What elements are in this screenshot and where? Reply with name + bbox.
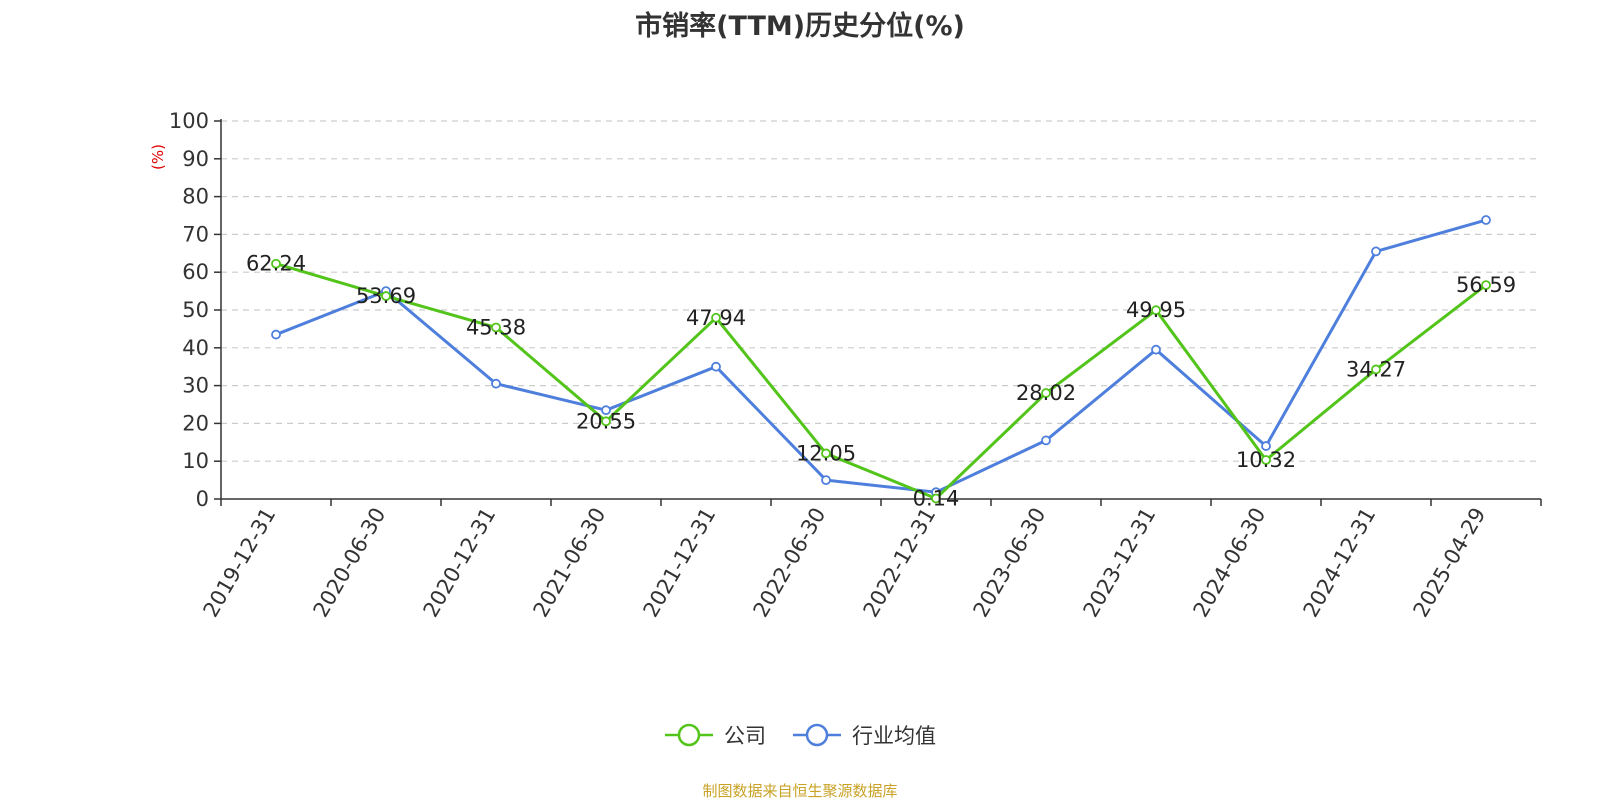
legend: 公司 行业均值 [0, 720, 1600, 750]
data-point [931, 493, 941, 504]
y-tick-label: 20 [182, 411, 209, 435]
x-tick-label: 2024-12-31 [1299, 504, 1381, 622]
axes: 0 10 20 30 40 50 60 70 80 90 100(%) 2019-12-31 2020-… [149, 109, 1542, 622]
data-point [491, 322, 501, 333]
x-tick-label: 2022-06-30 [749, 504, 831, 622]
series-line [275, 262, 1487, 500]
data-label: 28.02 [1016, 381, 1076, 405]
data-point [711, 361, 721, 372]
x-tick-label: 2023-06-30 [969, 504, 1051, 622]
x-tick-label: 2025-04-29 [1409, 504, 1491, 622]
y-tick-label: 70 [182, 222, 209, 246]
data-label: 53.69 [356, 284, 416, 308]
x-tick-label: 2020-12-31 [419, 504, 501, 622]
data-point [1261, 441, 1271, 451]
legend-label: 行业均值 [852, 724, 936, 748]
data-labels: 62.24 53.69 45.38 20.55 47.94 12.05 0.14 28.02 4… [246, 252, 1516, 511]
series-layer [271, 215, 1491, 504]
data-point [1481, 215, 1491, 225]
data-point [1481, 280, 1491, 290]
data-point [1371, 364, 1381, 375]
data-label: 0.14 [913, 486, 960, 510]
legend-label: 公司 [724, 724, 766, 748]
x-tick-label: 2020-06-30 [309, 504, 391, 622]
data-label: 45.38 [466, 315, 526, 339]
data-label: 34.27 [1346, 357, 1406, 381]
x-tick-label: 2023-12-31 [1079, 504, 1161, 622]
data-label: 20.55 [576, 409, 636, 433]
data-point [1371, 246, 1381, 257]
data-point [1041, 388, 1051, 398]
chart-title: 市销率(TTM)历史分位(%) [635, 11, 965, 42]
source-note: 制图数据来自恒生聚源数据库 [702, 782, 898, 800]
data-point [381, 291, 391, 301]
grid-lines [221, 120, 1541, 462]
data-label: 10.32 [1236, 448, 1296, 472]
y-tick-label: 100 [169, 109, 209, 133]
data-label: 56.59 [1456, 273, 1516, 297]
data-point [1041, 435, 1051, 446]
y-tick-label: 50 [182, 298, 209, 322]
data-label: 12.05 [796, 441, 856, 465]
y-tick-label: 60 [182, 260, 209, 284]
data-point [821, 475, 831, 486]
legend-line-circle-icon [665, 723, 713, 747]
data-label: 62.24 [246, 252, 306, 276]
data-point [601, 416, 611, 427]
data-point [1151, 305, 1161, 316]
x-tick-label: 2021-12-31 [639, 504, 721, 622]
legend-item[interactable]: 行业均值 [792, 720, 936, 750]
x-tick-label: 2022-12-31 [859, 504, 941, 622]
y-tick-label: 40 [182, 336, 209, 360]
data-point [491, 378, 501, 389]
x-tick-label: 2019-12-31 [199, 504, 281, 622]
data-point [1151, 344, 1161, 355]
y-tick-label: 10 [182, 449, 209, 473]
data-point [711, 312, 721, 323]
y-tick-label: 30 [182, 374, 209, 398]
data-label: 47.94 [686, 306, 746, 330]
legend-line-circle-icon [793, 723, 841, 747]
series-line [275, 218, 1487, 494]
x-tick-label: 2024-06-30 [1189, 504, 1271, 622]
data-point [601, 405, 611, 416]
legend-item[interactable]: 公司 [664, 720, 766, 750]
data-label: 49.95 [1126, 298, 1186, 322]
data-point [271, 329, 281, 340]
y-tick-label: 80 [182, 185, 209, 209]
y-tick-label: 0 [196, 487, 209, 511]
y-tick-label: 90 [182, 147, 209, 171]
data-point [1261, 455, 1271, 465]
y-axis-label: (%) [149, 144, 167, 170]
x-tick-label: 2021-06-30 [529, 504, 611, 622]
data-point [821, 448, 831, 459]
data-point [271, 258, 281, 269]
